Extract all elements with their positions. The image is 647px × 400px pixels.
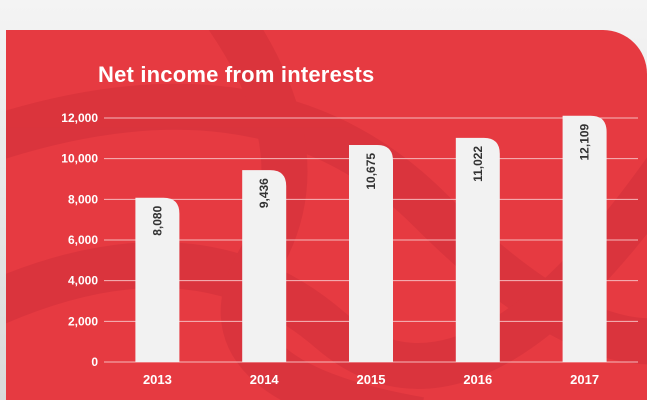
chart-title: Net income from interests: [98, 62, 375, 87]
y-tick-label: 2,000: [68, 314, 98, 328]
x-tick-label: 2014: [250, 372, 280, 387]
x-axis: 2013 2014 2015 2016 2017: [143, 372, 599, 387]
bar: [242, 170, 287, 362]
x-tick-label: 2017: [570, 372, 599, 387]
bar: [349, 144, 393, 362]
bar: [455, 137, 500, 362]
y-axis: 0 2,000 4,000 6,000 8,000 10,000 12,000: [61, 111, 98, 369]
bar-value-label: 8,080: [150, 205, 164, 235]
bar-value-label: 10,675: [364, 153, 378, 190]
y-tick-label: 8,000: [68, 192, 98, 206]
bar-value-label: 9,436: [257, 178, 271, 208]
bar-value-label: 11,022: [471, 146, 485, 182]
bar: [135, 197, 180, 362]
y-tick-label: 4,000: [68, 274, 98, 288]
bar: [562, 115, 607, 363]
x-tick-label: 2016: [463, 372, 492, 387]
y-tick-label: 6,000: [68, 233, 98, 247]
x-tick-label: 2013: [143, 372, 172, 387]
bar-value-label: 12,109: [578, 123, 592, 160]
y-tick-label: 10,000: [61, 152, 98, 166]
y-tick-label: 0: [91, 355, 98, 369]
bars: 8,080 9,436 10,675 11,022 12,109: [135, 115, 607, 363]
x-tick-label: 2015: [357, 372, 386, 387]
y-tick-label: 12,000: [61, 111, 98, 125]
